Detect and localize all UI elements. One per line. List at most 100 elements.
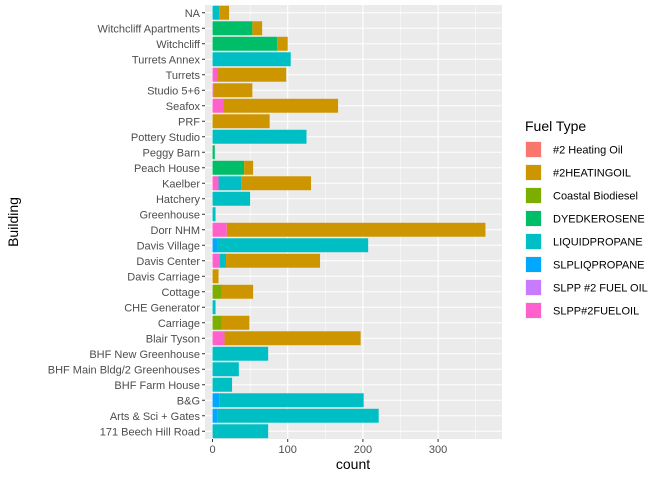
bar-segment bbox=[212, 362, 239, 377]
legend: Fuel Type #2 Heating Oil #2HEATINGOIL Coas… bbox=[525, 118, 648, 319]
y-tick-label: Peggy Barn bbox=[143, 147, 200, 159]
y-tick-label: CHE Generator bbox=[124, 302, 200, 314]
bar-segment bbox=[212, 207, 216, 222]
bar-segment bbox=[244, 160, 254, 175]
y-tick-label: Studio 5+6 bbox=[147, 85, 200, 97]
y-tick-label: PRF bbox=[178, 116, 200, 128]
bar-segment bbox=[212, 160, 245, 175]
legend-swatch bbox=[526, 234, 541, 249]
y-tick-label: Witchcliff Apartments bbox=[98, 23, 201, 35]
legend-title: Fuel Type bbox=[525, 118, 586, 134]
legend-swatch bbox=[526, 165, 541, 180]
y-tick-label: Davis Carriage bbox=[127, 271, 200, 283]
bar-segment bbox=[214, 83, 253, 98]
y-tick-label: BHF Farm House bbox=[114, 380, 200, 392]
bar-segment bbox=[212, 300, 216, 315]
y-axis-title: Building bbox=[5, 197, 21, 247]
bar-segment bbox=[212, 98, 224, 113]
bars bbox=[212, 5, 486, 439]
bar-segment bbox=[212, 191, 251, 206]
legend-label: #2 Heating Oil bbox=[553, 145, 623, 157]
bar-segment bbox=[221, 315, 250, 330]
y-tick-label: Cottage bbox=[161, 287, 200, 299]
y-tick-label: Seafox bbox=[166, 101, 201, 113]
bar-segment bbox=[252, 21, 263, 36]
bar-segment bbox=[217, 408, 379, 423]
bar-segment bbox=[221, 284, 254, 299]
y-tick-label: Davis Center bbox=[136, 256, 200, 268]
bar-segment bbox=[224, 331, 361, 346]
y-tick-label: Carriage bbox=[158, 318, 200, 330]
bar-segment bbox=[217, 67, 287, 82]
y-tick-label: Dorr NHM bbox=[151, 225, 201, 237]
x-axis: 0 100 200 300 bbox=[209, 439, 447, 456]
bar-segment bbox=[212, 424, 269, 439]
y-tick-label: Witchcliff bbox=[156, 39, 201, 51]
y-tick-label: NA bbox=[185, 8, 201, 20]
y-tick-label: Turrets Annex bbox=[132, 54, 201, 66]
bar-segment bbox=[212, 222, 227, 237]
legend-label: #2HEATINGOIL bbox=[553, 168, 631, 180]
x-tick-label: 0 bbox=[209, 444, 215, 456]
bar-segment bbox=[212, 284, 222, 299]
legend-label: SLPP#2FUELOIL bbox=[553, 306, 639, 318]
bar-segment bbox=[212, 52, 291, 67]
x-tick-label: 200 bbox=[354, 444, 372, 456]
legend-label: SLPLIQPROPANE bbox=[553, 260, 645, 272]
bar-segment bbox=[212, 331, 225, 346]
y-tick-label: Pottery Studio bbox=[131, 132, 200, 144]
bar-segment bbox=[212, 253, 221, 268]
bar-segment bbox=[212, 176, 219, 191]
bar-segment bbox=[212, 67, 218, 82]
bar-segment bbox=[219, 5, 230, 20]
legend-swatch bbox=[526, 280, 541, 295]
y-axis: NA Witchcliff Apartments Witchcliff Turrets… bbox=[48, 8, 205, 438]
bar-segment bbox=[226, 222, 486, 237]
legend-label: Coastal Biodiesel bbox=[553, 191, 638, 203]
legend-label: DYEDKEROSENE bbox=[553, 214, 645, 226]
legend-swatch bbox=[526, 142, 541, 157]
y-tick-label: Davis Village bbox=[137, 240, 200, 252]
y-tick-label: Hatchery bbox=[156, 194, 201, 206]
legend-swatch bbox=[526, 257, 541, 272]
bar-segment bbox=[212, 83, 215, 98]
bar-segment bbox=[212, 393, 220, 408]
bar-segment bbox=[212, 377, 233, 392]
bar-segment bbox=[218, 176, 242, 191]
bar-segment bbox=[212, 114, 270, 129]
bar-segment bbox=[212, 145, 215, 160]
y-tick-label: Kaelber bbox=[162, 178, 200, 190]
y-tick-label: Peach House bbox=[134, 163, 200, 175]
y-tick-label: Arts & Sci + Gates bbox=[110, 411, 201, 423]
y-tick-label: B&G bbox=[177, 395, 200, 407]
y-tick-label: 171 Beech Hill Road bbox=[100, 426, 200, 438]
bar-segment bbox=[212, 408, 218, 423]
bar-segment bbox=[212, 36, 278, 51]
bar-segment bbox=[219, 393, 364, 408]
bar-segment bbox=[226, 253, 321, 268]
bar-segment bbox=[212, 315, 222, 330]
bar-segment bbox=[212, 21, 253, 36]
x-tick-label: 100 bbox=[279, 444, 297, 456]
bar-segment bbox=[241, 176, 312, 191]
legend-swatch bbox=[526, 188, 541, 203]
bar-segment bbox=[212, 129, 307, 144]
legend-swatch bbox=[526, 303, 541, 318]
bar-segment bbox=[223, 98, 339, 113]
y-tick-label: Blair Tyson bbox=[146, 333, 200, 345]
bar-segment bbox=[220, 253, 227, 268]
y-tick-label: Turrets bbox=[166, 70, 201, 82]
x-tick-label: 300 bbox=[429, 444, 447, 456]
y-tick-label: BHF New Greenhouse bbox=[89, 349, 200, 361]
legend-label: LIQUIDPROPANE bbox=[553, 237, 643, 249]
bar-segment bbox=[212, 238, 218, 253]
legend-swatch bbox=[526, 211, 541, 226]
y-tick-label: BHF Main Bldg/2 Greenhouses bbox=[48, 364, 201, 376]
legend-label: SLPP #2 FUEL OIL bbox=[553, 283, 648, 295]
grid-major bbox=[205, 5, 502, 439]
bar-segment bbox=[212, 5, 220, 20]
y-tick-label: Greenhouse bbox=[139, 209, 200, 221]
bar-segment bbox=[277, 36, 288, 51]
bar-segment bbox=[212, 269, 219, 284]
